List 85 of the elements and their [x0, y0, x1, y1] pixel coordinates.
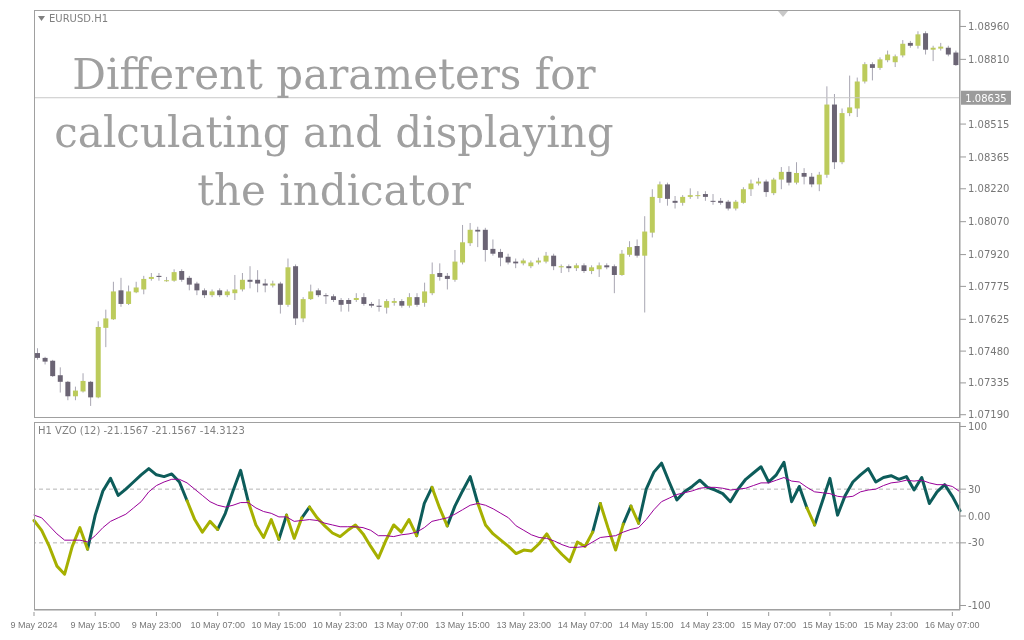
candlestick [778, 166, 784, 190]
candlestick [611, 263, 617, 294]
ref-line-label: 1.08635 [965, 92, 1007, 104]
y-tick-label: 1.08220 [968, 183, 1010, 195]
y-tick-label: 0.00 [968, 510, 991, 522]
candlestick [422, 282, 428, 308]
x-tick-label: 13 May 15:00 [435, 620, 490, 630]
candlestick [57, 366, 63, 394]
candlestick [338, 297, 344, 313]
y-tick-label: 100 [968, 421, 988, 433]
x-tick-label: 15 May 07:00 [741, 620, 796, 630]
candlestick [543, 251, 549, 264]
candlestick [80, 372, 86, 394]
candlestick [239, 272, 245, 292]
candlestick [801, 167, 807, 185]
x-tick-label: 14 May 15:00 [618, 620, 674, 630]
candlestick [467, 222, 473, 247]
candlestick [209, 288, 215, 298]
candlestick [657, 181, 663, 204]
annotation: Different parameters for calculating and displaying the indicator [53, 49, 615, 217]
chart-title: EURUSD.H1 [49, 13, 109, 24]
candlestick [664, 182, 670, 207]
candlestick [460, 224, 466, 265]
y-tick-label: 1.07480 [968, 345, 1010, 357]
y-tick-label: 1.08070 [968, 216, 1010, 228]
candlestick [869, 61, 875, 81]
x-tick-label: 10 May 07:00 [190, 620, 245, 630]
x-tick-label: 15 May 23:00 [863, 620, 919, 630]
candlestick [429, 261, 435, 296]
x-tick-label: 9 May 23:00 [131, 620, 182, 630]
y-tick-label: 30 [968, 483, 981, 495]
candlestick [376, 298, 382, 313]
x-tick-label: 9 May 15:00 [70, 620, 120, 630]
x-tick-label: 16 May 07:00 [925, 620, 980, 630]
candlestick [930, 45, 936, 62]
candlestick [126, 285, 132, 306]
candlestick [255, 269, 261, 293]
candlestick [247, 265, 253, 289]
candlestick [634, 238, 640, 259]
candlestick [300, 296, 306, 323]
x-tick-label: 9 May 2024 [10, 620, 58, 630]
y-tick-label: 1.07190 [968, 409, 1010, 421]
x-tick-label: 13 May 23:00 [496, 620, 552, 630]
x-tick-label: 10 May 15:00 [251, 620, 307, 630]
y-tick-label: 1.07335 [968, 377, 1010, 389]
candlestick [452, 249, 458, 283]
line-series [33, 477, 961, 548]
candlestick [361, 292, 367, 307]
x-tick-label: 15 May 15:00 [802, 620, 858, 630]
candlestick [923, 30, 929, 56]
candlestick [862, 61, 868, 84]
candlestick [65, 380, 71, 401]
x-tick-label: 13 May 07:00 [374, 620, 429, 630]
x-tick-label: 10 May 23:00 [312, 620, 368, 630]
line-series [637, 460, 809, 525]
candlestick [118, 277, 124, 308]
candlestick [156, 272, 162, 282]
candlestick [232, 274, 238, 301]
y-tick-label: 1.08960 [968, 21, 1010, 32]
candlestick [88, 380, 94, 407]
candlestick [475, 226, 481, 248]
candlestick [323, 292, 329, 305]
y-tick-label: 1.07920 [968, 249, 1010, 261]
candlestick [490, 238, 496, 257]
y-tick-label: -30 [968, 537, 985, 549]
candlestick [482, 227, 488, 263]
candlestick [786, 165, 792, 186]
candlestick [710, 193, 716, 206]
candlestick [141, 275, 147, 295]
x-tick-label: 14 May 07:00 [557, 620, 613, 630]
candlestick [847, 75, 853, 117]
candlestick [794, 161, 800, 185]
candlestick [619, 249, 625, 277]
chart-title: H1 VZO (12) -21.1567 -21.1567 -14.3123 [38, 425, 245, 436]
y-tick-label: 1.07775 [968, 280, 1010, 292]
y-tick-label: 1.08365 [968, 151, 1010, 163]
y-tick-label: -100 [968, 600, 991, 612]
x-tick-label: 14 May 23:00 [680, 620, 735, 630]
candlestick [277, 281, 283, 315]
candlestick [103, 309, 109, 348]
y-tick-label: 1.07625 [968, 313, 1010, 325]
y-tick-label: 1.08515 [968, 118, 1010, 130]
y-tick-label: 1.08810 [968, 53, 1010, 65]
candlestick [816, 171, 822, 192]
candlestick [672, 195, 678, 210]
